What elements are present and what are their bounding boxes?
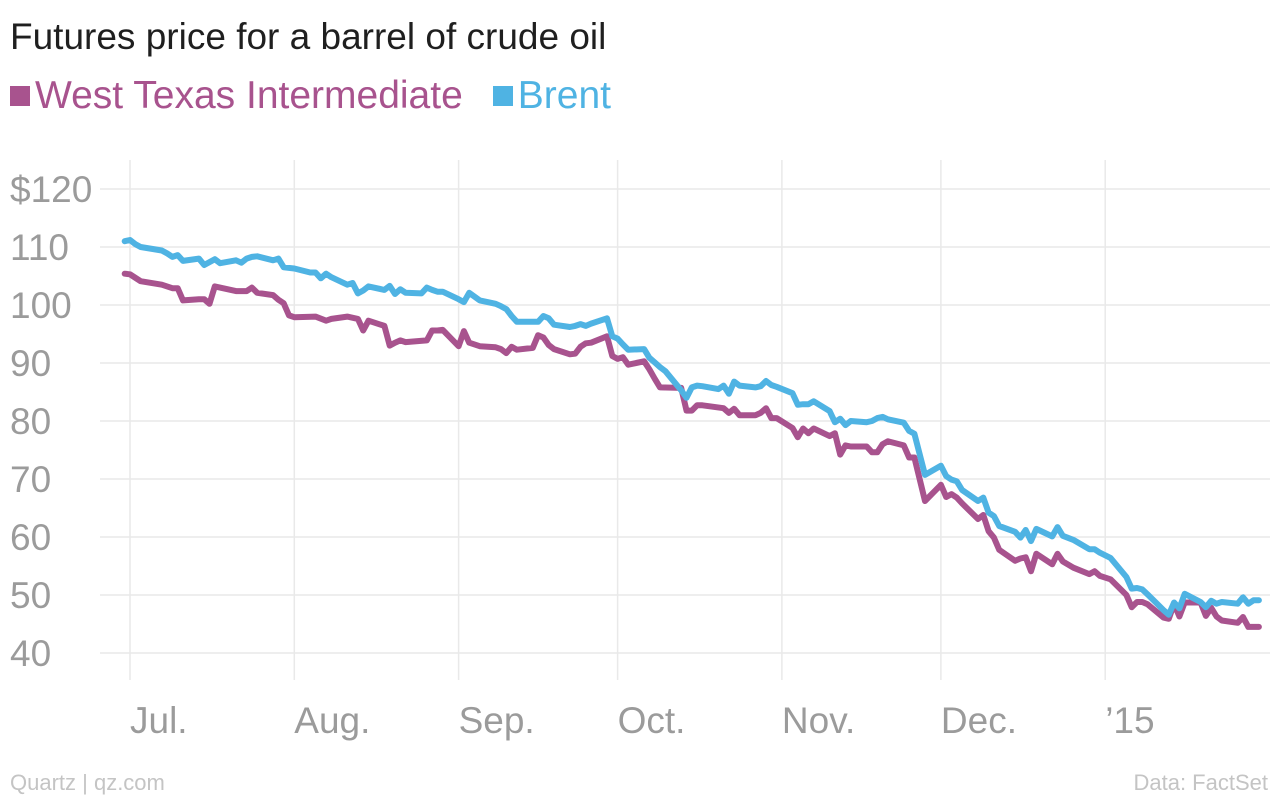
x-tick-label: ’15	[1105, 700, 1154, 741]
line-chart: $120 110 100 90 80 70 60 50 40 Jul. Aug. Sep. Oct. N…	[10, 160, 1270, 741]
legend-label-wti: West Texas Intermediate	[35, 74, 463, 117]
credit: Quartz | qz.com	[10, 770, 165, 795]
y-tick-label: $120	[10, 169, 92, 210]
series-lines	[121, 237, 1262, 630]
y-axis-ticks: $120 110 100 90 80 70 60 50 40	[10, 169, 92, 674]
series-line-wti	[121, 270, 1262, 630]
x-tick-label: Sep.	[459, 700, 535, 741]
legend-swatch-wti	[10, 86, 30, 106]
x-tick-label: Nov.	[782, 700, 855, 741]
x-tick-label: Oct.	[618, 700, 686, 741]
y-tick-label: 80	[10, 401, 51, 442]
x-tick-label: Aug.	[294, 700, 370, 741]
y-tick-label: 50	[10, 575, 51, 616]
chart-title: Futures price for a barrel of crude oil	[10, 16, 607, 57]
y-tick-label: 60	[10, 517, 51, 558]
x-tick-label: Dec.	[941, 700, 1017, 741]
legend-label-brent: Brent	[517, 74, 611, 117]
legend-item-brent: Brent	[492, 74, 611, 118]
y-tick-label: 90	[10, 343, 51, 384]
x-axis-ticks: Jul. Aug. Sep. Oct. Nov. Dec. ’15	[130, 700, 1155, 741]
y-tick-label: 100	[10, 285, 72, 326]
x-gridlines	[129, 160, 1106, 680]
legend: West Texas Intermediate Brent	[10, 74, 641, 118]
y-tick-label: 40	[10, 633, 51, 674]
series-line-brent	[121, 237, 1262, 618]
legend-item-wti: West Texas Intermediate	[10, 74, 463, 118]
legend-swatch-brent	[492, 86, 513, 106]
y-tick-label: 110	[10, 227, 69, 268]
source-note: Data: FactSet	[1133, 770, 1268, 795]
y-tick-label: 70	[10, 459, 51, 500]
x-tick-label: Jul.	[130, 700, 188, 741]
